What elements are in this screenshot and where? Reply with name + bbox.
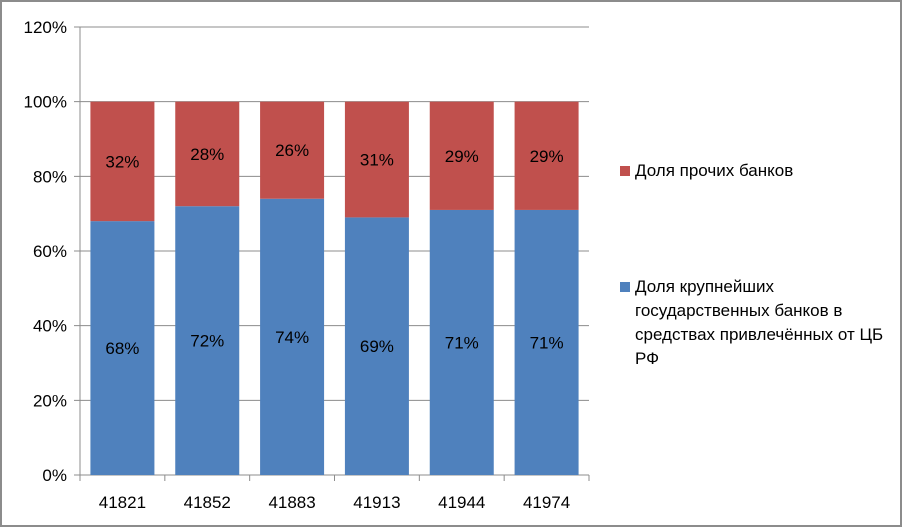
legend-item-state-banks: Доля крупнейших государственных банков в… — [620, 275, 890, 371]
data-label: 26% — [275, 141, 309, 160]
bar-segment — [429, 209, 494, 475]
bar-segment — [90, 221, 155, 475]
legend-label: Доля прочих банков — [635, 161, 794, 180]
y-tick-label: 0% — [42, 466, 67, 485]
legend-swatch-blue — [620, 282, 630, 292]
y-tick-label: 80% — [33, 167, 67, 186]
data-label: 32% — [105, 152, 139, 171]
data-label: 72% — [190, 332, 224, 351]
x-tick-label: 41852 — [184, 493, 231, 512]
data-label: 71% — [445, 333, 479, 352]
bar-segment — [260, 101, 325, 199]
x-tick-label: 41883 — [268, 493, 315, 512]
bar-segment — [344, 217, 409, 475]
bar-segment — [514, 101, 579, 210]
bar-segment — [90, 101, 155, 222]
legend-swatch-red — [620, 166, 630, 176]
data-label: 29% — [445, 147, 479, 166]
y-tick-label: 60% — [33, 242, 67, 261]
data-label: 69% — [360, 337, 394, 356]
data-label: 29% — [530, 147, 564, 166]
bar-segment — [429, 101, 494, 210]
y-tick-label: 100% — [24, 93, 67, 112]
bar-segment — [175, 101, 240, 207]
data-label: 71% — [530, 333, 564, 352]
data-label: 74% — [275, 328, 309, 347]
x-tick-label: 41974 — [523, 493, 570, 512]
bar-segment — [175, 206, 240, 475]
bar-segment — [260, 198, 325, 475]
x-tick-label: 41944 — [438, 493, 485, 512]
legend-label: Доля крупнейших государственных банков в… — [635, 277, 884, 368]
bar-segment — [344, 101, 409, 218]
bar-segment — [514, 209, 579, 475]
data-label: 31% — [360, 151, 394, 170]
legend-item-other-banks: Доля прочих банков — [620, 159, 890, 183]
x-tick-label: 41913 — [353, 493, 400, 512]
data-label: 68% — [105, 339, 139, 358]
y-tick-label: 40% — [33, 317, 67, 336]
x-tick-label: 41821 — [99, 493, 146, 512]
y-tick-label: 20% — [33, 391, 67, 410]
y-tick-label: 120% — [24, 18, 67, 37]
data-label: 28% — [190, 145, 224, 164]
